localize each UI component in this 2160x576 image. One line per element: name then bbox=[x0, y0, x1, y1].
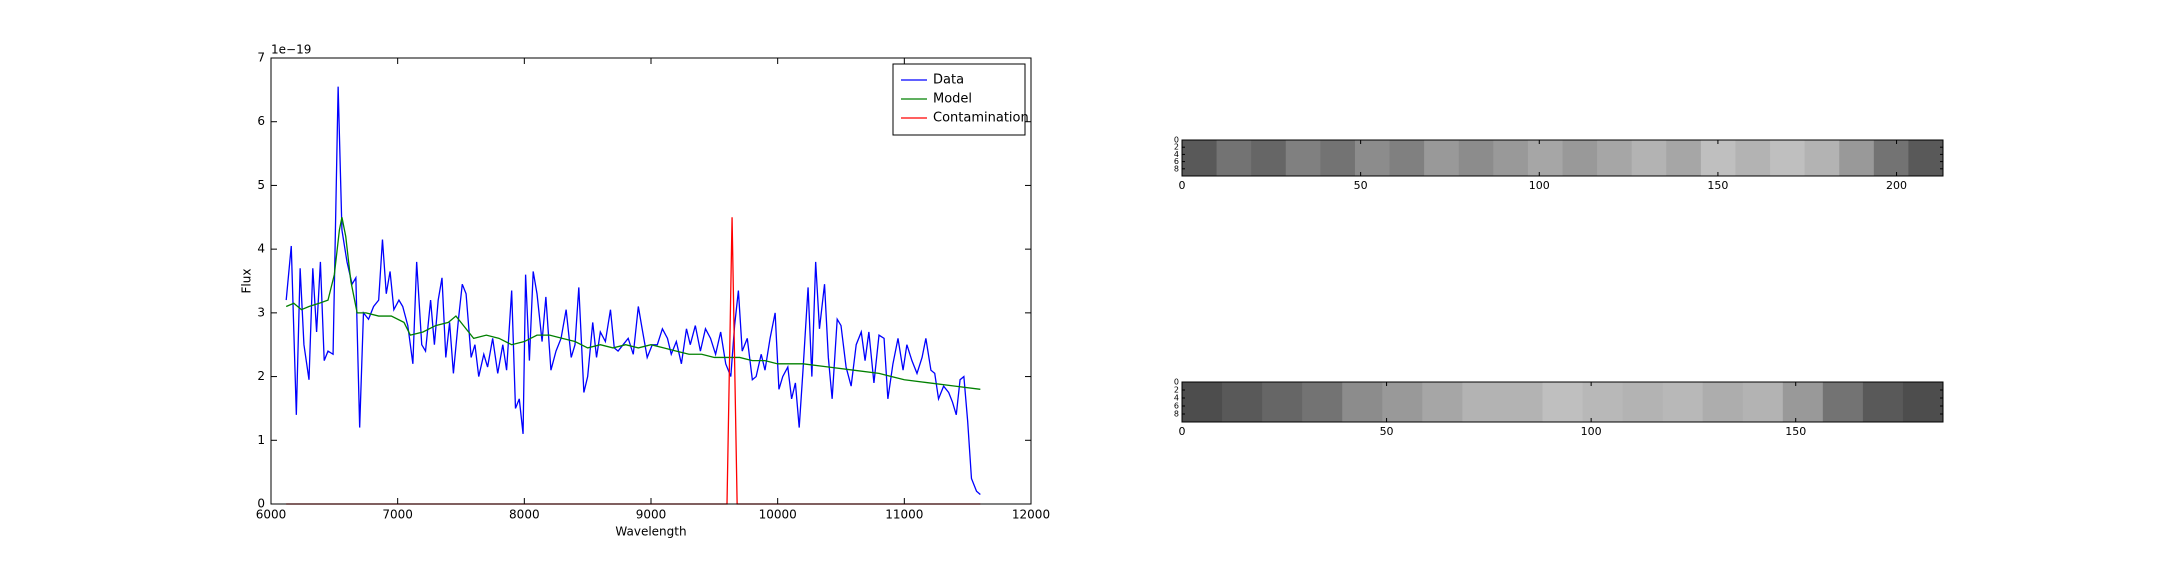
image-column bbox=[1458, 140, 1494, 176]
x-tick-label: 100 bbox=[1581, 425, 1602, 438]
image-frame bbox=[1181, 381, 1944, 423]
image-column bbox=[1354, 140, 1391, 176]
image-column bbox=[1342, 382, 1383, 422]
x-tick-label: 7000 bbox=[382, 508, 413, 522]
image-column bbox=[1462, 382, 1503, 422]
y-tick-label: 1 bbox=[257, 433, 265, 447]
y-tick-label: 2 bbox=[1174, 386, 1179, 395]
x-tick-label: 50 bbox=[1354, 179, 1368, 192]
image-column bbox=[1320, 140, 1356, 176]
image-column bbox=[1622, 382, 1664, 422]
y-tick-label: 0 bbox=[1174, 136, 1179, 145]
image-column bbox=[1382, 382, 1423, 422]
image-column bbox=[1262, 382, 1303, 422]
image-column bbox=[1742, 382, 1784, 422]
y-tick-label: 4 bbox=[1174, 394, 1179, 403]
x-tick-label: 9000 bbox=[636, 508, 667, 522]
y-tick-label: 6 bbox=[1174, 157, 1179, 166]
image-frame bbox=[1181, 139, 1944, 177]
y-tick-label: 6 bbox=[257, 114, 265, 128]
series-line bbox=[285, 217, 981, 390]
offset-label: 1e−19 bbox=[271, 43, 311, 57]
image-column bbox=[1182, 382, 1223, 422]
image-column bbox=[1251, 140, 1287, 176]
image-column bbox=[1542, 382, 1584, 422]
x-tick-label: 8000 bbox=[509, 508, 540, 522]
y-axis-label: Flux bbox=[240, 269, 254, 294]
image-column bbox=[1182, 140, 1218, 176]
series-line bbox=[285, 86, 981, 495]
image-column bbox=[1302, 382, 1343, 422]
image-column bbox=[1873, 140, 1909, 176]
y-tick-label: 2 bbox=[257, 369, 265, 383]
x-tick-label: 11000 bbox=[885, 508, 923, 522]
image-column bbox=[1902, 382, 1944, 422]
image-column bbox=[1389, 140, 1425, 176]
image-column bbox=[1222, 382, 1263, 422]
image-column bbox=[1216, 140, 1252, 176]
x-tick-label: 150 bbox=[1707, 179, 1728, 192]
image-column bbox=[1597, 140, 1633, 176]
legend-label: Model bbox=[933, 92, 972, 107]
image-column bbox=[1908, 140, 1944, 176]
y-tick-label: 8 bbox=[1174, 164, 1179, 173]
image-column bbox=[1804, 140, 1840, 176]
y-tick-label: 0 bbox=[1174, 378, 1179, 387]
image-column bbox=[1631, 140, 1667, 176]
y-tick-label: 6 bbox=[1174, 402, 1179, 411]
y-tick-label: 3 bbox=[257, 305, 265, 319]
y-tick-label: 4 bbox=[1174, 150, 1179, 159]
x-tick-label: 0 bbox=[1179, 179, 1186, 192]
x-tick-label: 6000 bbox=[256, 508, 287, 522]
image-column bbox=[1502, 382, 1543, 422]
image-column bbox=[1582, 382, 1624, 422]
image-column bbox=[1702, 382, 1744, 422]
x-tick-label: 12000 bbox=[1012, 508, 1050, 522]
image-column bbox=[1493, 140, 1529, 176]
y-tick-label: 2 bbox=[1174, 143, 1179, 152]
legend-label: Contamination bbox=[933, 111, 1029, 126]
image-column bbox=[1527, 140, 1563, 176]
x-tick-label: 0 bbox=[1179, 425, 1186, 438]
y-tick-label: 8 bbox=[1174, 410, 1179, 419]
x-tick-label: 50 bbox=[1380, 425, 1394, 438]
image-column bbox=[1782, 382, 1824, 422]
image-column bbox=[1862, 382, 1904, 422]
image-column bbox=[1562, 140, 1598, 176]
x-axis-label: Wavelength bbox=[615, 525, 686, 539]
image-column bbox=[1770, 140, 1806, 176]
image-column bbox=[1662, 382, 1704, 422]
x-tick-label: 150 bbox=[1785, 425, 1806, 438]
y-tick-label: 0 bbox=[257, 497, 265, 511]
image-column bbox=[1839, 140, 1875, 176]
x-tick-label: 10000 bbox=[759, 508, 797, 522]
image-column bbox=[1422, 382, 1463, 422]
image-column bbox=[1285, 140, 1321, 176]
image-column bbox=[1735, 140, 1771, 176]
y-tick-label: 5 bbox=[257, 178, 265, 192]
image-column bbox=[1424, 140, 1460, 176]
y-tick-label: 7 bbox=[257, 51, 265, 65]
legend-label: Data bbox=[933, 73, 964, 88]
x-tick-label: 100 bbox=[1529, 179, 1550, 192]
image-column bbox=[1666, 140, 1702, 176]
image-column bbox=[1822, 382, 1864, 422]
y-tick-label: 4 bbox=[257, 242, 265, 256]
x-tick-label: 200 bbox=[1886, 179, 1907, 192]
image-column bbox=[1700, 140, 1736, 176]
